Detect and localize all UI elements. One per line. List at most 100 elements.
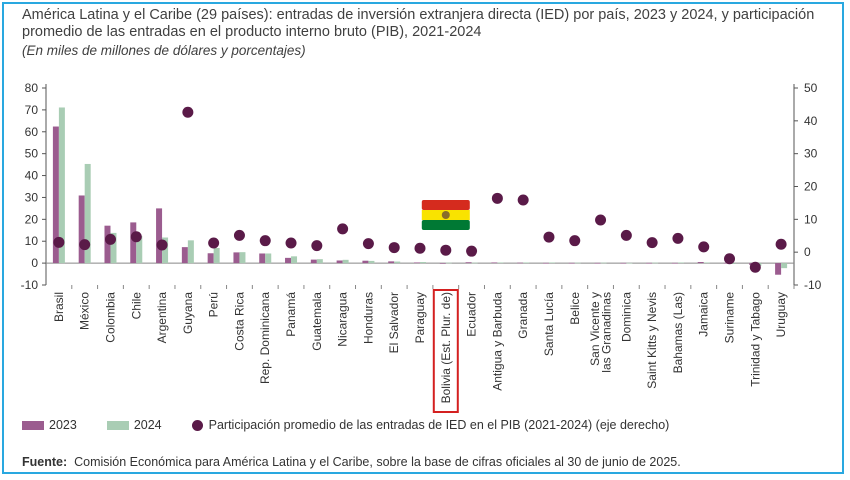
bar-2024	[781, 263, 788, 269]
legend-label-share: Participación promedio de las entradas d…	[208, 418, 670, 432]
bar-2023	[491, 262, 498, 264]
highlight-box	[432, 289, 459, 413]
bar-2024	[342, 259, 349, 264]
x-tick-label: Panamá	[284, 292, 298, 337]
bar-2024	[574, 262, 581, 264]
bar-2023	[697, 262, 704, 264]
legend-item-2023: 2023	[22, 418, 77, 432]
bar-2023	[130, 222, 137, 264]
flag-stripe-green	[421, 220, 470, 230]
bar-2023	[414, 262, 420, 264]
source-note: Fuente: Comisión Económica para América …	[22, 455, 681, 469]
bar-2024	[471, 262, 478, 264]
share-dot	[233, 229, 245, 241]
x-tick-label: Guatemala	[310, 292, 324, 351]
bar-2024	[600, 262, 607, 264]
left-tick-label: 70	[25, 103, 39, 117]
bar-2023	[52, 126, 59, 264]
x-tick-label: Saint Kitts y Nevis	[645, 292, 659, 389]
left-tick-label: 50	[25, 147, 39, 161]
share-dot	[698, 241, 710, 253]
share-dot	[130, 231, 142, 243]
bar-2024	[703, 262, 710, 264]
right-tick-label: 40	[804, 114, 818, 128]
flag-emblem	[441, 211, 450, 219]
share-dot	[724, 253, 736, 265]
share-dot	[53, 236, 65, 248]
x-tick-label: Santa Lucía	[542, 292, 556, 356]
x-tick-label: Brasil	[52, 292, 66, 322]
right-tick-label: 20	[804, 180, 818, 194]
left-tick-label: 0	[31, 256, 38, 270]
share-dot	[104, 233, 116, 245]
left-tick-label: 60	[25, 125, 39, 139]
chart-frame	[2, 2, 844, 474]
x-tick-label: Dominica	[619, 292, 633, 342]
legend-label-2023: 2023	[49, 418, 77, 432]
bar-2023	[388, 261, 395, 264]
bar-2023	[542, 262, 549, 264]
share-dot	[362, 238, 374, 250]
share-dot	[672, 232, 684, 244]
bar-2024	[626, 262, 633, 264]
x-tick-label: Bolivia (Est. Plur. de)	[439, 292, 453, 403]
x-tick-label: Costa Rica	[232, 292, 246, 351]
x-tick-label: Chile	[129, 292, 143, 320]
bar-2023	[620, 262, 627, 264]
bar-2024	[162, 237, 169, 264]
share-dot	[543, 231, 555, 243]
bar-2024	[291, 256, 298, 264]
legend-label-2024: 2024	[133, 418, 162, 432]
legend-item-2024: 2024	[106, 418, 162, 432]
left-tick-label: 30	[25, 190, 39, 204]
bar-2023	[568, 262, 575, 264]
bar-2023	[207, 253, 214, 264]
bar-2024	[394, 261, 401, 264]
share-dot	[775, 238, 787, 250]
bar-2024	[213, 248, 220, 264]
bar-2023	[181, 247, 188, 264]
x-tick-label: Perú	[207, 292, 221, 317]
share-dot	[749, 261, 761, 273]
bar-2023	[336, 260, 343, 264]
bar-2023	[259, 253, 266, 264]
legend: 2023 2024 Participación promedio de las …	[22, 418, 699, 432]
bar-2024	[652, 262, 659, 264]
bar-2024	[420, 262, 426, 264]
bar-2023	[439, 263, 446, 264]
bar-2024	[523, 262, 530, 264]
share-dot	[285, 237, 297, 249]
left-tick-label: 10	[25, 234, 39, 248]
x-tick-label: Uruguay	[774, 292, 788, 337]
source-label: Fuente	[22, 455, 63, 469]
bar-2024	[729, 263, 736, 264]
share-dot	[491, 192, 503, 204]
left-tick-label: 40	[25, 169, 39, 183]
legend-swatch-2024	[106, 420, 129, 430]
bar-2023	[517, 262, 524, 264]
x-tick-label: Jamaica	[697, 292, 711, 337]
bar-2023	[465, 262, 472, 264]
share-dot	[569, 235, 581, 247]
bar-2024	[84, 163, 91, 264]
x-tick-label: Ecuador	[465, 292, 479, 337]
bar-2023	[594, 262, 601, 264]
x-tick-label: Granada	[516, 292, 530, 339]
bar-2024	[187, 240, 194, 264]
bar-2023	[646, 262, 653, 264]
bar-2024	[316, 259, 323, 264]
bar-2024	[677, 262, 684, 264]
share-dot	[388, 242, 400, 254]
share-dot	[208, 237, 220, 249]
legend-item-share: Participación promedio de las entradas d…	[191, 418, 670, 432]
bar-2023	[233, 252, 240, 264]
right-tick-label: -10	[804, 278, 822, 292]
bar-2024	[58, 107, 65, 264]
x-tick-label: las Granadinas	[599, 292, 613, 373]
share-dot	[646, 237, 658, 249]
right-tick-label: 30	[804, 147, 818, 161]
x-tick-label: Bahamas (Las)	[671, 292, 685, 373]
share-dot	[337, 223, 349, 235]
x-tick-label: Rep. Dominicana	[258, 292, 272, 384]
